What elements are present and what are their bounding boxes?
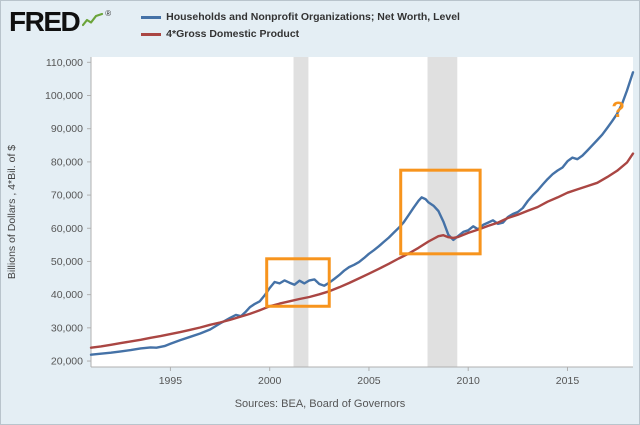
y-tick-label: 100,000 — [45, 90, 83, 102]
x-tick-label: 2005 — [357, 375, 381, 387]
chart-area: 20,000 30,000 40,000 50,000 60,000 70,000 80,0… — [1, 49, 639, 391]
series-line-net-worth — [89, 71, 635, 356]
y-tick-label: 90,000 — [51, 123, 83, 135]
y-tick-label: 40,000 — [51, 289, 83, 301]
fred-logo-text: FRED — [9, 6, 81, 37]
legend-item-net-worth: Households and Nonprofit Organizations; … — [141, 10, 460, 24]
x-tick-label: 2010 — [457, 375, 481, 387]
fred-logo-sparkline-icon — [82, 12, 104, 27]
chart-plot: 20,000 30,000 40,000 50,000 60,000 70,000 80,0… — [6, 57, 635, 387]
y-tick-label: 60,000 — [51, 223, 83, 235]
x-tick-label: 2000 — [258, 375, 282, 387]
legend-swatch — [141, 32, 162, 36]
fred-logo[interactable]: FRED ® — [9, 8, 111, 36]
source-note: Sources: BEA, Board of Governors — [234, 398, 406, 410]
chart-header: FRED ® Households and Nonprofit Organiza… — [1, 1, 639, 49]
highlight-box — [399, 168, 482, 256]
legend-item-label: 4*Gross Domestic Product — [166, 28, 300, 41]
y-tick-label: 50,000 — [51, 256, 83, 268]
y-axis-title: Billions of Dollars , 4*Bil. of $ — [6, 145, 18, 279]
recession-band — [427, 57, 458, 367]
question-mark-annotation: ? — [611, 97, 624, 122]
x-tick-label: 1995 — [159, 375, 183, 387]
registered-mark: ® — [105, 9, 112, 18]
highlight-box — [265, 257, 331, 308]
y-tick-label: 20,000 — [51, 356, 83, 368]
recession-band — [293, 57, 309, 367]
y-tick-label: 70,000 — [51, 190, 83, 202]
y-tick-label: 110,000 — [46, 57, 83, 69]
chart-legend: Households and Nonprofit Organizations; … — [141, 8, 460, 41]
y-tick-label: 80,000 — [51, 156, 83, 168]
plot-area — [91, 57, 633, 367]
legend-swatch — [141, 15, 162, 19]
legend-item-gdp4: 4*Gross Domestic Product — [141, 27, 460, 41]
series-line-gdp4 — [89, 152, 635, 349]
y-tick-label: 30,000 — [51, 322, 83, 334]
legend-item-label: Households and Nonprofit Organizations; … — [166, 11, 460, 23]
x-tick-label: 2015 — [556, 375, 580, 387]
